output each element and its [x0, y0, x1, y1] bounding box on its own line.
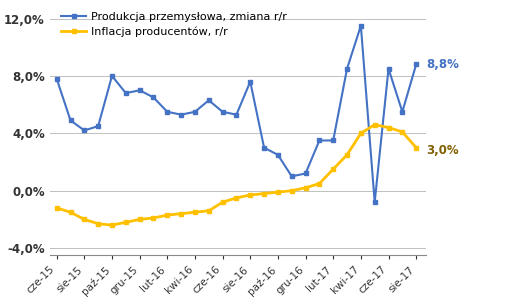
- Produkcja przemysłowa, zmiana r/r: [289, 175, 295, 178]
- Produkcja przemysłowa, zmiana r/r: [95, 124, 102, 128]
- Inflacja producentów, r/r: [261, 192, 267, 195]
- Produkcja przemysłowa, zmiana r/r: [261, 146, 267, 150]
- Produkcja przemysłowa, zmiana r/r: [330, 139, 336, 142]
- Inflacja producentów, r/r: [302, 186, 309, 190]
- Inflacja producentów, r/r: [344, 153, 350, 157]
- Inflacja producentów, r/r: [399, 130, 406, 134]
- Inflacja producentów, r/r: [233, 196, 239, 200]
- Inflacja producentów, r/r: [358, 132, 364, 135]
- Inflacja producentów, r/r: [192, 210, 198, 214]
- Produkcja przemysłowa, zmiana r/r: [233, 113, 239, 116]
- Inflacja producentów, r/r: [150, 216, 157, 220]
- Produkcja przemysłowa, zmiana r/r: [67, 119, 74, 122]
- Inflacja producentów, r/r: [247, 193, 254, 197]
- Produkcja przemysłowa, zmiana r/r: [316, 139, 322, 142]
- Text: 3,0%: 3,0%: [426, 144, 459, 157]
- Text: 8,8%: 8,8%: [426, 58, 459, 71]
- Inflacja producentów, r/r: [123, 220, 129, 224]
- Produkcja przemysłowa, zmiana r/r: [247, 80, 254, 83]
- Line: Produkcja przemysłowa, zmiana r/r: Produkcja przemysłowa, zmiana r/r: [54, 23, 419, 205]
- Inflacja producentów, r/r: [219, 200, 226, 204]
- Produkcja przemysłowa, zmiana r/r: [399, 110, 406, 113]
- Inflacja producentów, r/r: [413, 146, 419, 150]
- Produkcja przemysłowa, zmiana r/r: [54, 77, 60, 81]
- Inflacja producentów, r/r: [371, 123, 378, 126]
- Inflacja producentów, r/r: [67, 210, 74, 214]
- Produkcja przemysłowa, zmiana r/r: [150, 96, 157, 99]
- Produkcja przemysłowa, zmiana r/r: [219, 110, 226, 113]
- Produkcja przemysłowa, zmiana r/r: [386, 67, 392, 70]
- Produkcja przemysłowa, zmiana r/r: [81, 129, 87, 132]
- Produkcja przemysłowa, zmiana r/r: [123, 91, 129, 95]
- Produkcja przemysłowa, zmiana r/r: [136, 88, 143, 92]
- Inflacja producentów, r/r: [386, 126, 392, 129]
- Produkcja przemysłowa, zmiana r/r: [192, 110, 198, 113]
- Inflacja producentów, r/r: [316, 182, 322, 185]
- Inflacja producentów, r/r: [178, 212, 184, 216]
- Produkcja przemysłowa, zmiana r/r: [109, 74, 115, 78]
- Produkcja przemysłowa, zmiana r/r: [206, 98, 212, 102]
- Inflacja producentów, r/r: [289, 189, 295, 193]
- Produkcja przemysłowa, zmiana r/r: [275, 153, 281, 157]
- Produkcja przemysłowa, zmiana r/r: [178, 113, 184, 116]
- Inflacja producentów, r/r: [275, 190, 281, 194]
- Produkcja przemysłowa, zmiana r/r: [344, 67, 350, 70]
- Inflacja producentów, r/r: [54, 206, 60, 210]
- Inflacja producentów, r/r: [206, 209, 212, 213]
- Inflacja producentów, r/r: [95, 222, 102, 225]
- Produkcja przemysłowa, zmiana r/r: [371, 200, 378, 204]
- Produkcja przemysłowa, zmiana r/r: [413, 63, 419, 66]
- Inflacja producentów, r/r: [136, 218, 143, 221]
- Produkcja przemysłowa, zmiana r/r: [302, 172, 309, 175]
- Inflacja producentów, r/r: [164, 213, 170, 217]
- Produkcja przemysłowa, zmiana r/r: [164, 110, 170, 113]
- Line: Inflacja producentów, r/r: Inflacja producentów, r/r: [54, 122, 419, 228]
- Inflacja producentów, r/r: [81, 218, 87, 221]
- Inflacja producentów, r/r: [109, 223, 115, 227]
- Produkcja przemysłowa, zmiana r/r: [358, 24, 364, 27]
- Legend: Produkcja przemysłowa, zmiana r/r, Inflacja producentów, r/r: Produkcja przemysłowa, zmiana r/r, Infla…: [59, 10, 289, 39]
- Inflacja producentów, r/r: [330, 167, 336, 171]
